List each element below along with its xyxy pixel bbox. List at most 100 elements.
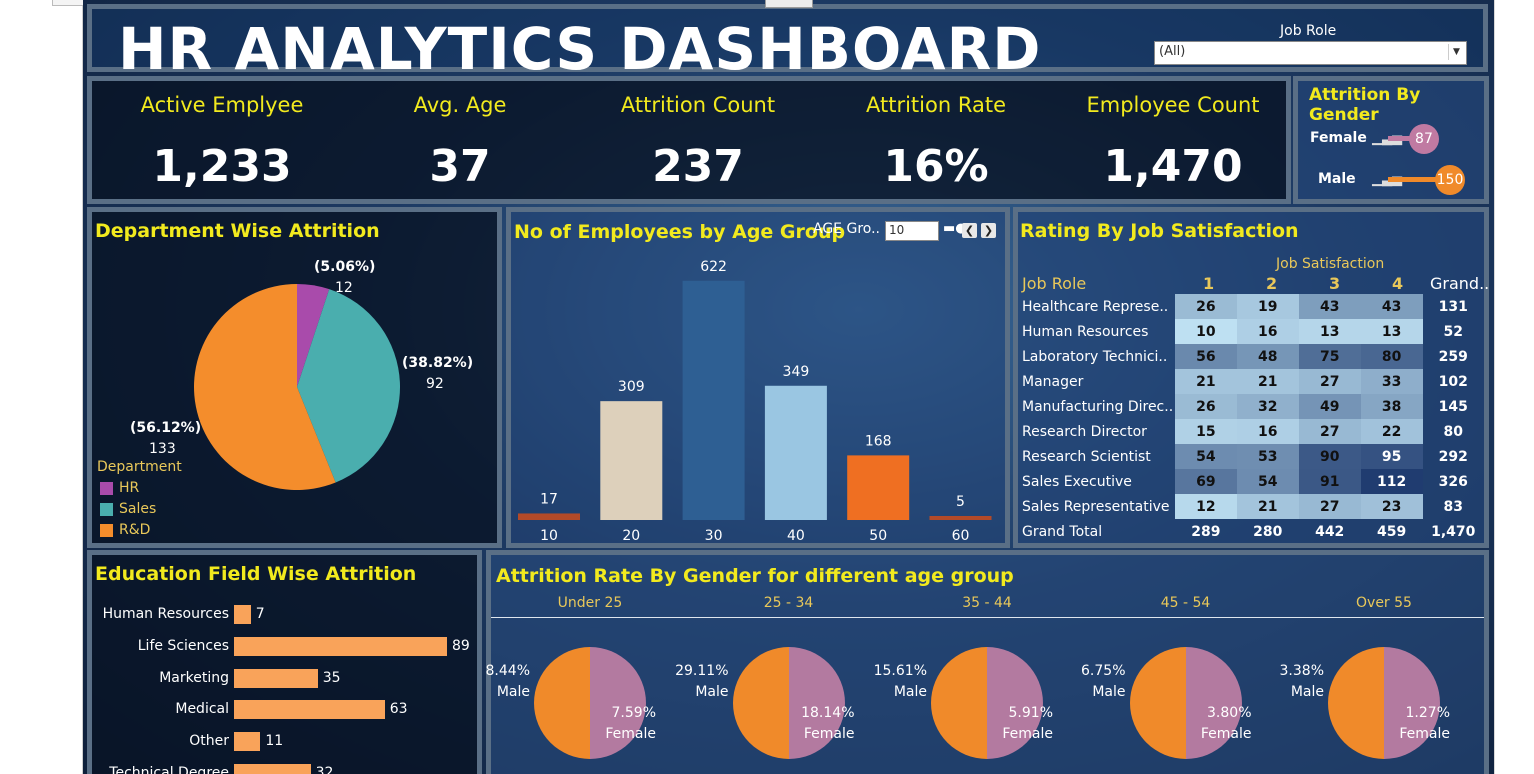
heatmap-cell[interactable]: 26 [1174, 294, 1237, 319]
education-bar[interactable] [234, 732, 261, 752]
heatmap-cell[interactable]: 22 [1360, 419, 1423, 444]
heatmap-cell[interactable]: 13 [1360, 319, 1423, 344]
age-axis-tick-40: 40 [787, 528, 805, 543]
heatmap-cell[interactable]: 15 [1174, 419, 1237, 444]
heatmap-cell[interactable]: 43 [1360, 294, 1423, 319]
age-bar-60[interactable] [929, 516, 992, 520]
chevron-left-icon[interactable]: ❮ [962, 223, 977, 238]
age-bar-50[interactable] [847, 455, 910, 520]
gender-pie [1328, 647, 1440, 759]
female-rate-label: 3.80% [1207, 705, 1252, 721]
education-bar-value: 35 [322, 669, 341, 686]
age-bar-10[interactable] [518, 513, 580, 520]
column-header-grand: Grand.. [1430, 274, 1490, 293]
grand-total-cell: 1,470 [1431, 523, 1476, 540]
heatmap-cell[interactable]: 91 [1298, 469, 1361, 494]
education-category-label: Other [189, 733, 229, 750]
heatmap-cell[interactable]: 32 [1236, 394, 1299, 419]
education-bar[interactable] [234, 764, 311, 774]
age-axis-tick-20: 20 [622, 528, 640, 543]
pie-slice-hr[interactable] [297, 284, 330, 387]
resize-handle[interactable] [765, 0, 813, 8]
heatmap-cell[interactable]: 90 [1298, 444, 1361, 469]
education-category-label: Life Sciences [137, 637, 229, 654]
gender-bar-male [1388, 177, 1450, 182]
education-bar-value: 7 [255, 606, 265, 622]
heatmap-cell[interactable]: 43 [1298, 294, 1361, 319]
pie-slice-female[interactable] [788, 647, 845, 759]
education-bar[interactable] [234, 700, 385, 720]
age-group-bar-chart: 17 10 309 20 622 30 349 40 168 50 5 60 [518, 259, 992, 543]
legend-label-rd[interactable]: R&D [119, 522, 151, 538]
heatmap-cell[interactable]: 27 [1298, 494, 1361, 519]
pie-slice-female[interactable] [1384, 647, 1440, 759]
gender-row-male-label: Male [1318, 171, 1356, 187]
heatmap-cell[interactable]: 16 [1236, 319, 1299, 344]
heatmap-cell[interactable]: 21 [1174, 369, 1237, 394]
gender-row-female-label: Female [1310, 130, 1367, 146]
bar-chart-icon[interactable]: ▁▃▅ [1372, 131, 1402, 146]
age-bar-30[interactable] [682, 280, 745, 520]
heatmap-cell[interactable]: 49 [1298, 394, 1361, 419]
heatmap-cell[interactable]: 54 [1174, 444, 1237, 469]
heatmap-cell[interactable]: 53 [1236, 444, 1299, 469]
slice-label-rd-count: 133 [149, 441, 176, 457]
female-label: Female [1200, 726, 1252, 742]
pie-slice-female[interactable] [987, 647, 1043, 759]
age-bar-40[interactable] [764, 385, 827, 520]
heatmap-cell[interactable]: 54 [1236, 469, 1299, 494]
heatmap-cell[interactable]: 69 [1174, 469, 1237, 494]
pie-slice-male[interactable] [1129, 647, 1186, 759]
pie-slice-rd[interactable] [193, 284, 336, 490]
heatmap-cell[interactable]: 75 [1298, 344, 1361, 369]
age-group-header: 25 - 34 [763, 595, 814, 611]
age-bar-20[interactable] [600, 401, 663, 520]
kpi-label-employee-count: Employee Count [1086, 93, 1260, 117]
heatmap-cell[interactable]: 112 [1360, 469, 1423, 494]
legend-label-hr[interactable]: HR [119, 480, 140, 496]
heatmap-row-label: Manufacturing Direc.. [1022, 398, 1174, 415]
grand-total-cell: 442 [1315, 523, 1345, 540]
education-category-label: Marketing [159, 669, 229, 686]
legend-label-sales[interactable]: Sales [119, 501, 157, 517]
heatmap-cell[interactable]: 80 [1360, 344, 1423, 369]
heatmap-cell[interactable]: 23 [1360, 494, 1423, 519]
heatmap-cell[interactable]: 95 [1360, 444, 1423, 469]
heatmap-cell[interactable]: 33 [1360, 369, 1423, 394]
education-bar[interactable] [234, 636, 447, 656]
male-label: Male [695, 684, 729, 700]
age-group-size-input[interactable]: 10 [885, 221, 939, 241]
heatmap-row: Research Director 15 16 27 22 80 [1020, 419, 1484, 444]
job-role-dropdown[interactable]: (All) ▼ [1154, 41, 1467, 65]
heatmap-cell[interactable]: 26 [1174, 394, 1237, 419]
bar-chart-icon[interactable]: ▁▃▅ [1372, 172, 1402, 187]
heatmap-cell[interactable]: 21 [1236, 369, 1299, 394]
pie-slice-sales[interactable] [297, 289, 400, 483]
education-bar[interactable] [234, 668, 318, 688]
pie-slice-male[interactable] [732, 647, 789, 759]
pie-slice-female[interactable] [1185, 647, 1242, 759]
heatmap-cell[interactable]: 13 [1298, 319, 1361, 344]
heatmap-cell[interactable]: 21 [1236, 494, 1299, 519]
education-bar[interactable] [234, 605, 251, 624]
heatmap-cell[interactable]: 10 [1174, 319, 1237, 344]
kpi-label-avg-age: Avg. Age [413, 93, 507, 117]
chevron-right-icon[interactable]: ❯ [981, 223, 996, 238]
heatmap-cell[interactable]: 12 [1174, 494, 1237, 519]
satisfaction-heatmap: Healthcare Represe.. 26 19 43 43 131 Human Res… [1020, 294, 1484, 544]
pie-slice-female[interactable] [590, 647, 646, 759]
slider-icon[interactable]: ▬● [943, 221, 967, 236]
pie-slice-male[interactable] [534, 647, 590, 759]
heatmap-cell[interactable]: 27 [1298, 369, 1361, 394]
pie-slice-male[interactable] [931, 647, 987, 759]
heatmap-cell[interactable]: 16 [1236, 419, 1299, 444]
age-group-header: 45 - 54 [1160, 595, 1211, 611]
pie-slice-male[interactable] [1328, 647, 1384, 759]
heatmap-cell[interactable]: 56 [1174, 344, 1237, 369]
heatmap-cell[interactable]: 38 [1360, 394, 1423, 419]
heatmap-cell[interactable]: 27 [1298, 419, 1361, 444]
chevron-down-icon[interactable]: ▼ [1448, 44, 1464, 60]
heatmap-cell[interactable]: 19 [1236, 294, 1299, 319]
heatmap-cell[interactable]: 48 [1236, 344, 1299, 369]
female-label: Female [1002, 726, 1053, 742]
